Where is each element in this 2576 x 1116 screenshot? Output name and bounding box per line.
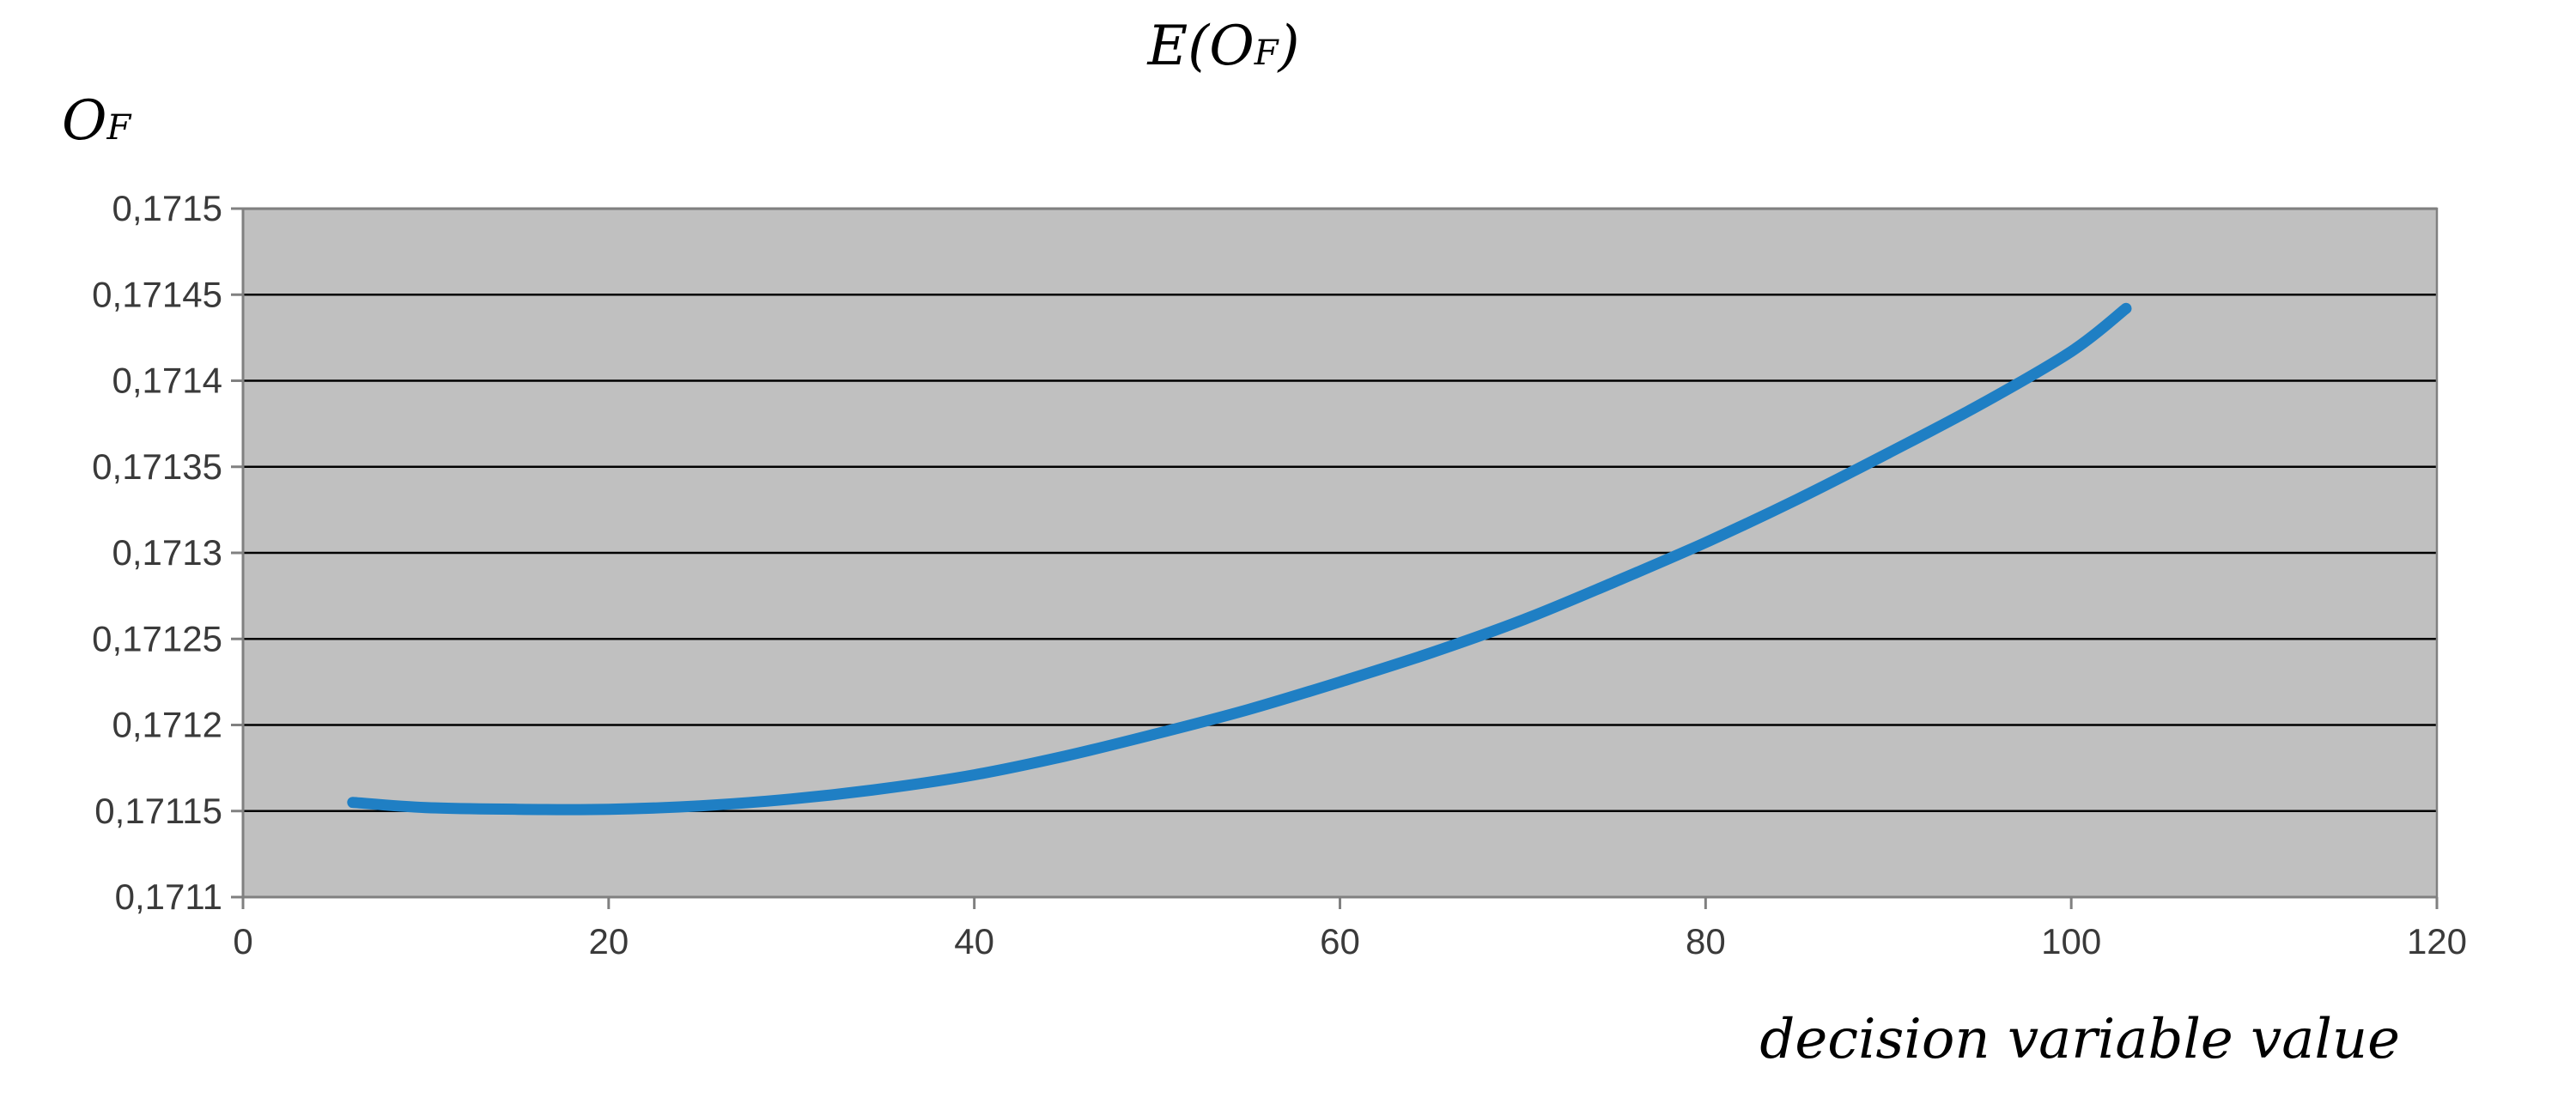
y-tick-label-8: 0,1715: [112, 188, 222, 228]
y-tick-label-0: 0,1711: [115, 876, 222, 917]
x-tick-labels: 0 20 40 60 80 100 120: [233, 921, 2467, 961]
y-tick-label-4: 0,1713: [112, 532, 222, 573]
y-tick-label-6: 0,1714: [112, 361, 222, 401]
y-axis-label-sub: F: [106, 108, 131, 148]
y-axis-label-main: O: [62, 89, 106, 153]
x-tick-label-2: 40: [954, 921, 994, 961]
y-tick-label-2: 0,1712: [112, 705, 222, 745]
x-tick-label-6: 120: [2407, 921, 2467, 961]
chart-title-main: E(O: [1147, 15, 1255, 78]
x-axis-label: decision variable value: [1759, 1008, 2400, 1071]
x-tick-label-3: 60: [1320, 921, 1360, 961]
series-layer: [347, 302, 2132, 816]
chart-title-close: ): [1276, 15, 1299, 78]
x-tick-label-4: 80: [1686, 921, 1726, 961]
axes: [231, 207, 2439, 909]
y-tick-label-7: 0,17145: [92, 274, 222, 314]
y-tick-label-3: 0,17125: [92, 618, 222, 658]
series-line-0: [347, 302, 2132, 816]
x-tick-label-0: 0: [233, 921, 252, 961]
chart-title: E(OF): [1147, 15, 1300, 78]
x-tick-label-5: 100: [2041, 921, 2101, 961]
y-tick-label-1: 0,17115: [94, 791, 222, 831]
y-axis-label: OF: [62, 89, 131, 153]
y-tick-label-5: 0,17135: [92, 446, 222, 487]
chart-title-sub: F: [1254, 33, 1279, 73]
y-tick-labels: 0,1711 0,17115 0,1712 0,17125 0,1713 0,17135 0…: [92, 188, 222, 917]
x-tick-label-1: 20: [588, 921, 629, 961]
